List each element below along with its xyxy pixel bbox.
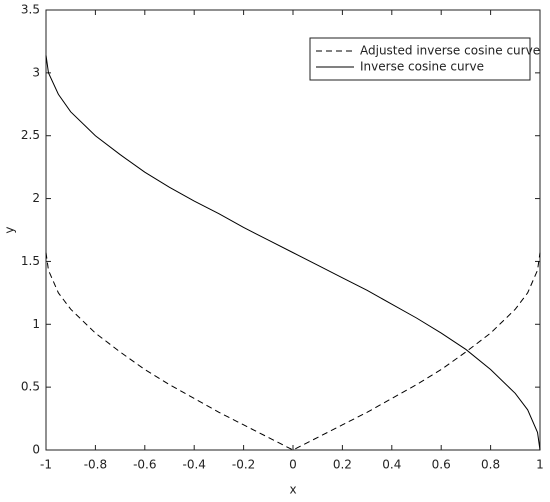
legend-label: Inverse cosine curve (360, 60, 484, 74)
line-series (45, 252, 541, 451)
x-tick-label: -1 (40, 458, 52, 472)
x-tick-label: 1 (536, 458, 544, 472)
y-tick-label: 3.5 (21, 3, 40, 17)
x-tick-label: 0.8 (481, 458, 500, 472)
x-tick-label: -0.2 (232, 458, 255, 472)
x-tick-label: -0.4 (182, 458, 205, 472)
y-tick-label: 2.5 (21, 128, 40, 142)
x-tick-label: 0 (289, 458, 297, 472)
y-tick-label: 0.5 (21, 380, 40, 394)
x-tick-label: 0.4 (382, 458, 401, 472)
x-tick-label: 0.2 (333, 458, 352, 472)
y-axis-label: y (3, 226, 17, 233)
x-tick-label: -0.8 (84, 458, 107, 472)
legend-box (309, 37, 531, 81)
y-tick-label: 0 (32, 443, 40, 457)
y-tick-label: 3 (32, 65, 40, 79)
y-tick-label: 1 (32, 317, 40, 331)
x-tick-label: 0.6 (432, 458, 451, 472)
line-series (45, 55, 541, 451)
x-axis-label: x (289, 483, 296, 497)
y-tick-label: 1.5 (21, 254, 40, 268)
y-tick-label: 2 (32, 191, 40, 205)
legend-label: Adjusted inverse cosine curve (360, 44, 540, 58)
x-tick-label: -0.6 (133, 458, 156, 472)
